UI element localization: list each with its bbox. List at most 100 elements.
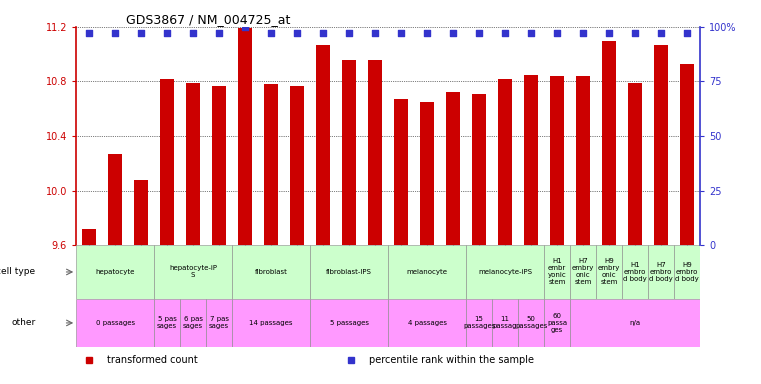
Bar <box>680 64 694 245</box>
Bar <box>550 76 564 245</box>
Text: 14 passages: 14 passages <box>250 320 293 326</box>
Bar <box>466 299 492 347</box>
Point <box>603 30 615 36</box>
Bar <box>76 299 154 347</box>
Bar <box>186 83 200 245</box>
Bar <box>264 84 279 245</box>
Bar <box>394 99 408 245</box>
Bar <box>544 299 570 347</box>
Bar <box>310 245 388 299</box>
Bar <box>232 299 310 347</box>
Bar <box>648 245 674 299</box>
Text: 6 pas
sages: 6 pas sages <box>183 316 203 329</box>
Point <box>499 30 511 36</box>
Bar <box>628 83 642 245</box>
Text: H9
embry
onic
stem: H9 embry onic stem <box>598 258 620 285</box>
Text: 50
passages: 50 passages <box>515 316 547 329</box>
Text: hepatocyte-iP
S: hepatocyte-iP S <box>169 265 217 278</box>
Bar <box>108 154 123 245</box>
Bar <box>206 299 232 347</box>
Point <box>681 30 693 36</box>
Bar <box>134 180 148 245</box>
Point <box>421 30 433 36</box>
Text: cell type: cell type <box>0 268 36 276</box>
Point <box>161 30 174 36</box>
Bar <box>674 245 700 299</box>
Text: 60
passa
ges: 60 passa ges <box>547 313 567 333</box>
Bar <box>524 74 538 245</box>
Bar <box>212 86 226 245</box>
Text: other: other <box>11 318 36 328</box>
Bar <box>446 93 460 245</box>
Bar <box>576 76 591 245</box>
Bar <box>154 245 232 299</box>
Point <box>525 30 537 36</box>
Text: transformed count: transformed count <box>107 355 198 365</box>
Bar <box>466 245 544 299</box>
Text: 15
passages: 15 passages <box>463 316 495 329</box>
Bar <box>570 245 596 299</box>
Text: melanocyte: melanocyte <box>406 269 447 275</box>
Bar <box>602 41 616 245</box>
Bar <box>310 299 388 347</box>
Point <box>473 30 486 36</box>
Text: H9
embro
d body: H9 embro d body <box>675 262 699 282</box>
Text: H1
embro
d body: H1 embro d body <box>623 262 647 282</box>
Bar <box>76 245 154 299</box>
Bar <box>492 299 518 347</box>
Text: H7
embry
onic
stem: H7 embry onic stem <box>572 258 594 285</box>
Point <box>655 30 667 36</box>
Bar <box>570 299 700 347</box>
Bar <box>238 28 252 245</box>
Point <box>577 30 589 36</box>
Bar <box>388 299 466 347</box>
Text: 0 passages: 0 passages <box>96 320 135 326</box>
Bar <box>290 86 304 245</box>
Bar <box>622 245 648 299</box>
Point <box>213 30 225 36</box>
Text: melanocyte-iPS: melanocyte-iPS <box>478 269 532 275</box>
Bar <box>342 60 356 245</box>
Text: GDS3867 / NM_004725_at: GDS3867 / NM_004725_at <box>126 13 291 26</box>
Point <box>109 30 121 36</box>
Bar <box>180 299 206 347</box>
Bar <box>420 102 435 245</box>
Bar <box>498 79 512 245</box>
Bar <box>472 94 486 245</box>
Text: 5 pas
sages: 5 pas sages <box>157 316 177 329</box>
Point <box>343 30 355 36</box>
Bar <box>388 245 466 299</box>
Bar <box>154 299 180 347</box>
Bar <box>654 45 668 245</box>
Text: hepatocyte: hepatocyte <box>95 269 135 275</box>
Bar <box>368 60 382 245</box>
Point <box>135 30 147 36</box>
Text: 4 passages: 4 passages <box>408 320 447 326</box>
Text: H1
embr
yonic
stem: H1 embr yonic stem <box>548 258 566 285</box>
Text: fibroblast: fibroblast <box>255 269 288 275</box>
Text: fibroblast-IPS: fibroblast-IPS <box>326 269 372 275</box>
Text: 5 passages: 5 passages <box>330 320 368 326</box>
Text: H7
embro
d body: H7 embro d body <box>649 262 673 282</box>
Bar <box>160 79 174 245</box>
Point <box>239 24 251 30</box>
Bar <box>316 45 330 245</box>
Point <box>83 30 95 36</box>
Point <box>369 30 381 36</box>
Point <box>317 30 330 36</box>
Point <box>265 30 277 36</box>
Text: 7 pas
sages: 7 pas sages <box>209 316 229 329</box>
Point <box>395 30 407 36</box>
Bar <box>596 245 622 299</box>
Bar <box>82 229 96 245</box>
Bar <box>518 299 544 347</box>
Text: n/a: n/a <box>629 320 641 326</box>
Bar <box>232 245 310 299</box>
Point <box>551 30 563 36</box>
Point <box>447 30 459 36</box>
Point <box>291 30 303 36</box>
Bar <box>544 245 570 299</box>
Text: 11
passag: 11 passag <box>493 316 517 329</box>
Text: percentile rank within the sample: percentile rank within the sample <box>369 355 534 365</box>
Point <box>187 30 199 36</box>
